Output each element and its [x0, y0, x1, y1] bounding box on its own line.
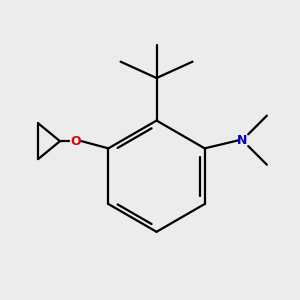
- Text: O: O: [70, 135, 81, 148]
- Text: N: N: [237, 134, 247, 147]
